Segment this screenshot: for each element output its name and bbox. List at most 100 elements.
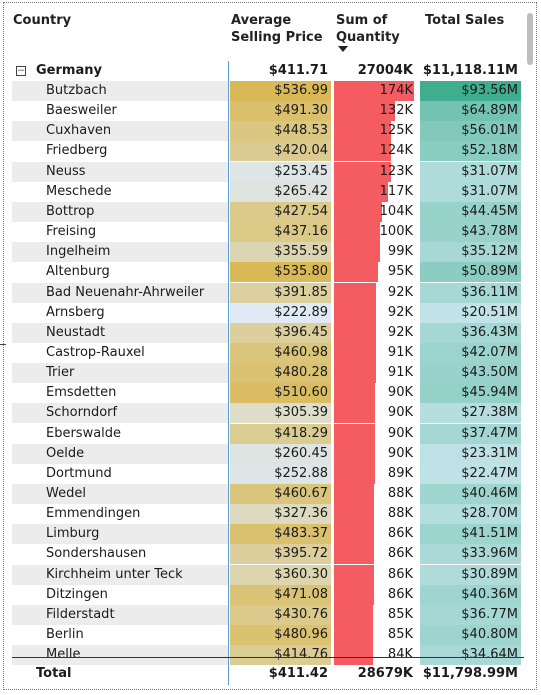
table-row[interactable]: Bad Neuenahr-Ahrweiler $391.85 92K $36.11M (4, 282, 524, 303)
quantity-cell: 89K (387, 465, 413, 481)
avg-price-cell: $327.36 (230, 504, 331, 525)
table-row[interactable]: Baesweiler $491.30 132K $64.89M (4, 101, 524, 122)
avg-price-cell: $480.96 (230, 625, 331, 646)
total-sales-cell: $42.07M (420, 342, 521, 363)
row-stripe (12, 403, 228, 424)
quantity-cell: 86K (387, 546, 413, 562)
total-sales-cell: $40.36M (420, 584, 521, 605)
row-stripe (12, 645, 228, 666)
total-sales-cell: $22.47M (420, 463, 521, 484)
quantity-cell: 86K (387, 566, 413, 582)
quantity-bar (334, 242, 380, 263)
quantity-cell: 125K (379, 123, 413, 139)
table-row[interactable]: Oelde $260.45 90K $23.31M (4, 443, 524, 464)
city-name: Berlin (46, 627, 84, 643)
total-label: Total (36, 666, 72, 681)
quantity-cell: 85K (387, 627, 413, 643)
table-row[interactable]: Wedel $460.67 88K $40.46M (4, 484, 524, 504)
header-avg-selling-price[interactable]: Average Selling Price (231, 12, 323, 46)
avg-price-cell: $448.53 (230, 121, 331, 142)
total-sales-cell: $50.89M (420, 262, 521, 283)
row-stripe (12, 121, 228, 142)
table-row[interactable]: Altenburg $535.80 95K $50.89M (4, 262, 524, 283)
quantity-bar (334, 645, 373, 666)
table-row[interactable]: Neuss $253.45 123K $31.07M (4, 161, 524, 182)
quantity-cell: 132K (379, 103, 413, 119)
row-stripe (12, 564, 228, 585)
header-total-sales[interactable]: Total Sales (425, 13, 505, 28)
total-sales-cell: $27.38M (420, 403, 521, 424)
quantity-bar (334, 81, 414, 101)
row-stripe (12, 81, 228, 101)
avg-price-cell: $265.42 (230, 181, 331, 202)
total-sales-cell: $44.45M (420, 201, 521, 222)
header-sum-quantity[interactable]: Sum of Quantity (336, 12, 400, 46)
city-name: Wedel (46, 486, 86, 501)
avg-price-cell: $430.76 (230, 604, 331, 625)
table-row[interactable]: Melle $414.76 84K $34.64M (4, 645, 524, 666)
avg-price-cell: $396.45 (230, 322, 331, 343)
quantity-cell: 100K (379, 224, 413, 240)
table-row[interactable]: Berlin $480.96 85K $40.80M (4, 625, 524, 646)
city-name: Bottrop (46, 203, 95, 219)
table-row[interactable]: Sondershausen $395.72 86K $33.96M (4, 544, 524, 565)
group-row-germany[interactable]: − Germany $411.71 27004K $11,118.11M (4, 61, 524, 81)
scrollbar-thumb[interactable] (527, 13, 533, 65)
avg-price-cell: $471.08 (230, 584, 331, 605)
table-row[interactable]: Ditzingen $471.08 86K $40.36M (4, 584, 524, 605)
table-row[interactable]: Bottrop $427.54 104K $44.45M (4, 201, 524, 222)
total-sales-cell: $40.46M (420, 484, 521, 504)
city-name: Dortmund (46, 465, 112, 481)
table-row[interactable]: Eberswalde $418.29 90K $37.47M (4, 423, 524, 444)
city-name: Ditzingen (46, 586, 108, 602)
table-row[interactable]: Freising $437.16 100K $43.78M (4, 222, 524, 243)
quantity-cell: 90K (387, 425, 413, 441)
quantity-cell: 86K (387, 586, 413, 602)
quantity-bar (334, 121, 391, 142)
avg-price-cell: $253.45 (230, 161, 331, 182)
quantity-cell: 104K (379, 203, 413, 219)
quantity-bar (334, 423, 375, 444)
quantity-cell: 88K (387, 486, 413, 501)
row-stripe (12, 524, 228, 545)
group-avg-price: $411.71 (268, 63, 328, 78)
table-row[interactable]: Meschede $265.42 117K $31.07M (4, 181, 524, 202)
quantity-bar (334, 161, 391, 182)
collapse-icon[interactable]: − (16, 66, 26, 76)
total-sales-cell: $36.43M (420, 322, 521, 343)
table-row[interactable]: Kirchheim unter Teck $360.30 86K $30.89M (4, 564, 524, 585)
quantity-cell: 88K (387, 506, 413, 522)
quantity-bar (334, 302, 376, 323)
quantity-cell: 91K (387, 365, 413, 381)
table-row[interactable]: Limburg $483.37 86K $41.51M (4, 524, 524, 545)
table-row[interactable]: Emmendingen $327.36 88K $28.70M (4, 504, 524, 525)
header-country[interactable]: Country (13, 13, 72, 28)
table-row[interactable]: Butzbach $536.99 174K $93.56M (4, 81, 524, 101)
total-sales-cell: $43.50M (420, 363, 521, 384)
quantity-bar (334, 504, 374, 525)
table-row[interactable]: Emsdetten $510.60 90K $45.94M (4, 383, 524, 404)
quantity-cell: 174K (379, 83, 413, 98)
table-row[interactable]: Trier $480.28 91K $43.50M (4, 363, 524, 384)
quantity-bar (334, 201, 382, 222)
quantity-bar (334, 222, 380, 243)
table-row[interactable]: Dortmund $252.88 89K $22.47M (4, 463, 524, 484)
table-row[interactable]: Arnsberg $222.89 92K $20.51M (4, 302, 524, 323)
table-row[interactable]: Cuxhaven $448.53 125K $56.01M (4, 121, 524, 142)
quantity-cell: 86K (387, 526, 413, 542)
avg-price-cell: $222.89 (230, 302, 331, 323)
table-row[interactable]: Schorndorf $305.39 90K $27.38M (4, 403, 524, 424)
city-name: Limburg (46, 526, 100, 542)
table-row[interactable]: Friedberg $420.04 124K $52.18M (4, 141, 524, 162)
avg-price-cell: $252.88 (230, 463, 331, 484)
table-row[interactable]: Castrop-Rauxel $460.98 91K $42.07M (4, 342, 524, 363)
avg-price-cell: $535.80 (230, 262, 331, 283)
table-row[interactable]: Neustadt $396.45 92K $36.43M (4, 322, 524, 343)
table-row[interactable]: Filderstadt $430.76 85K $36.77M (4, 604, 524, 625)
group-quantity: 27004K (357, 63, 413, 78)
vertical-scrollbar[interactable] (526, 13, 534, 687)
quantity-cell: 85K (387, 606, 413, 622)
table-row[interactable]: Ingelheim $355.59 99K $35.12M (4, 242, 524, 263)
quantity-cell: 123K (379, 163, 413, 179)
total-sales-cell: $33.96M (420, 544, 521, 565)
